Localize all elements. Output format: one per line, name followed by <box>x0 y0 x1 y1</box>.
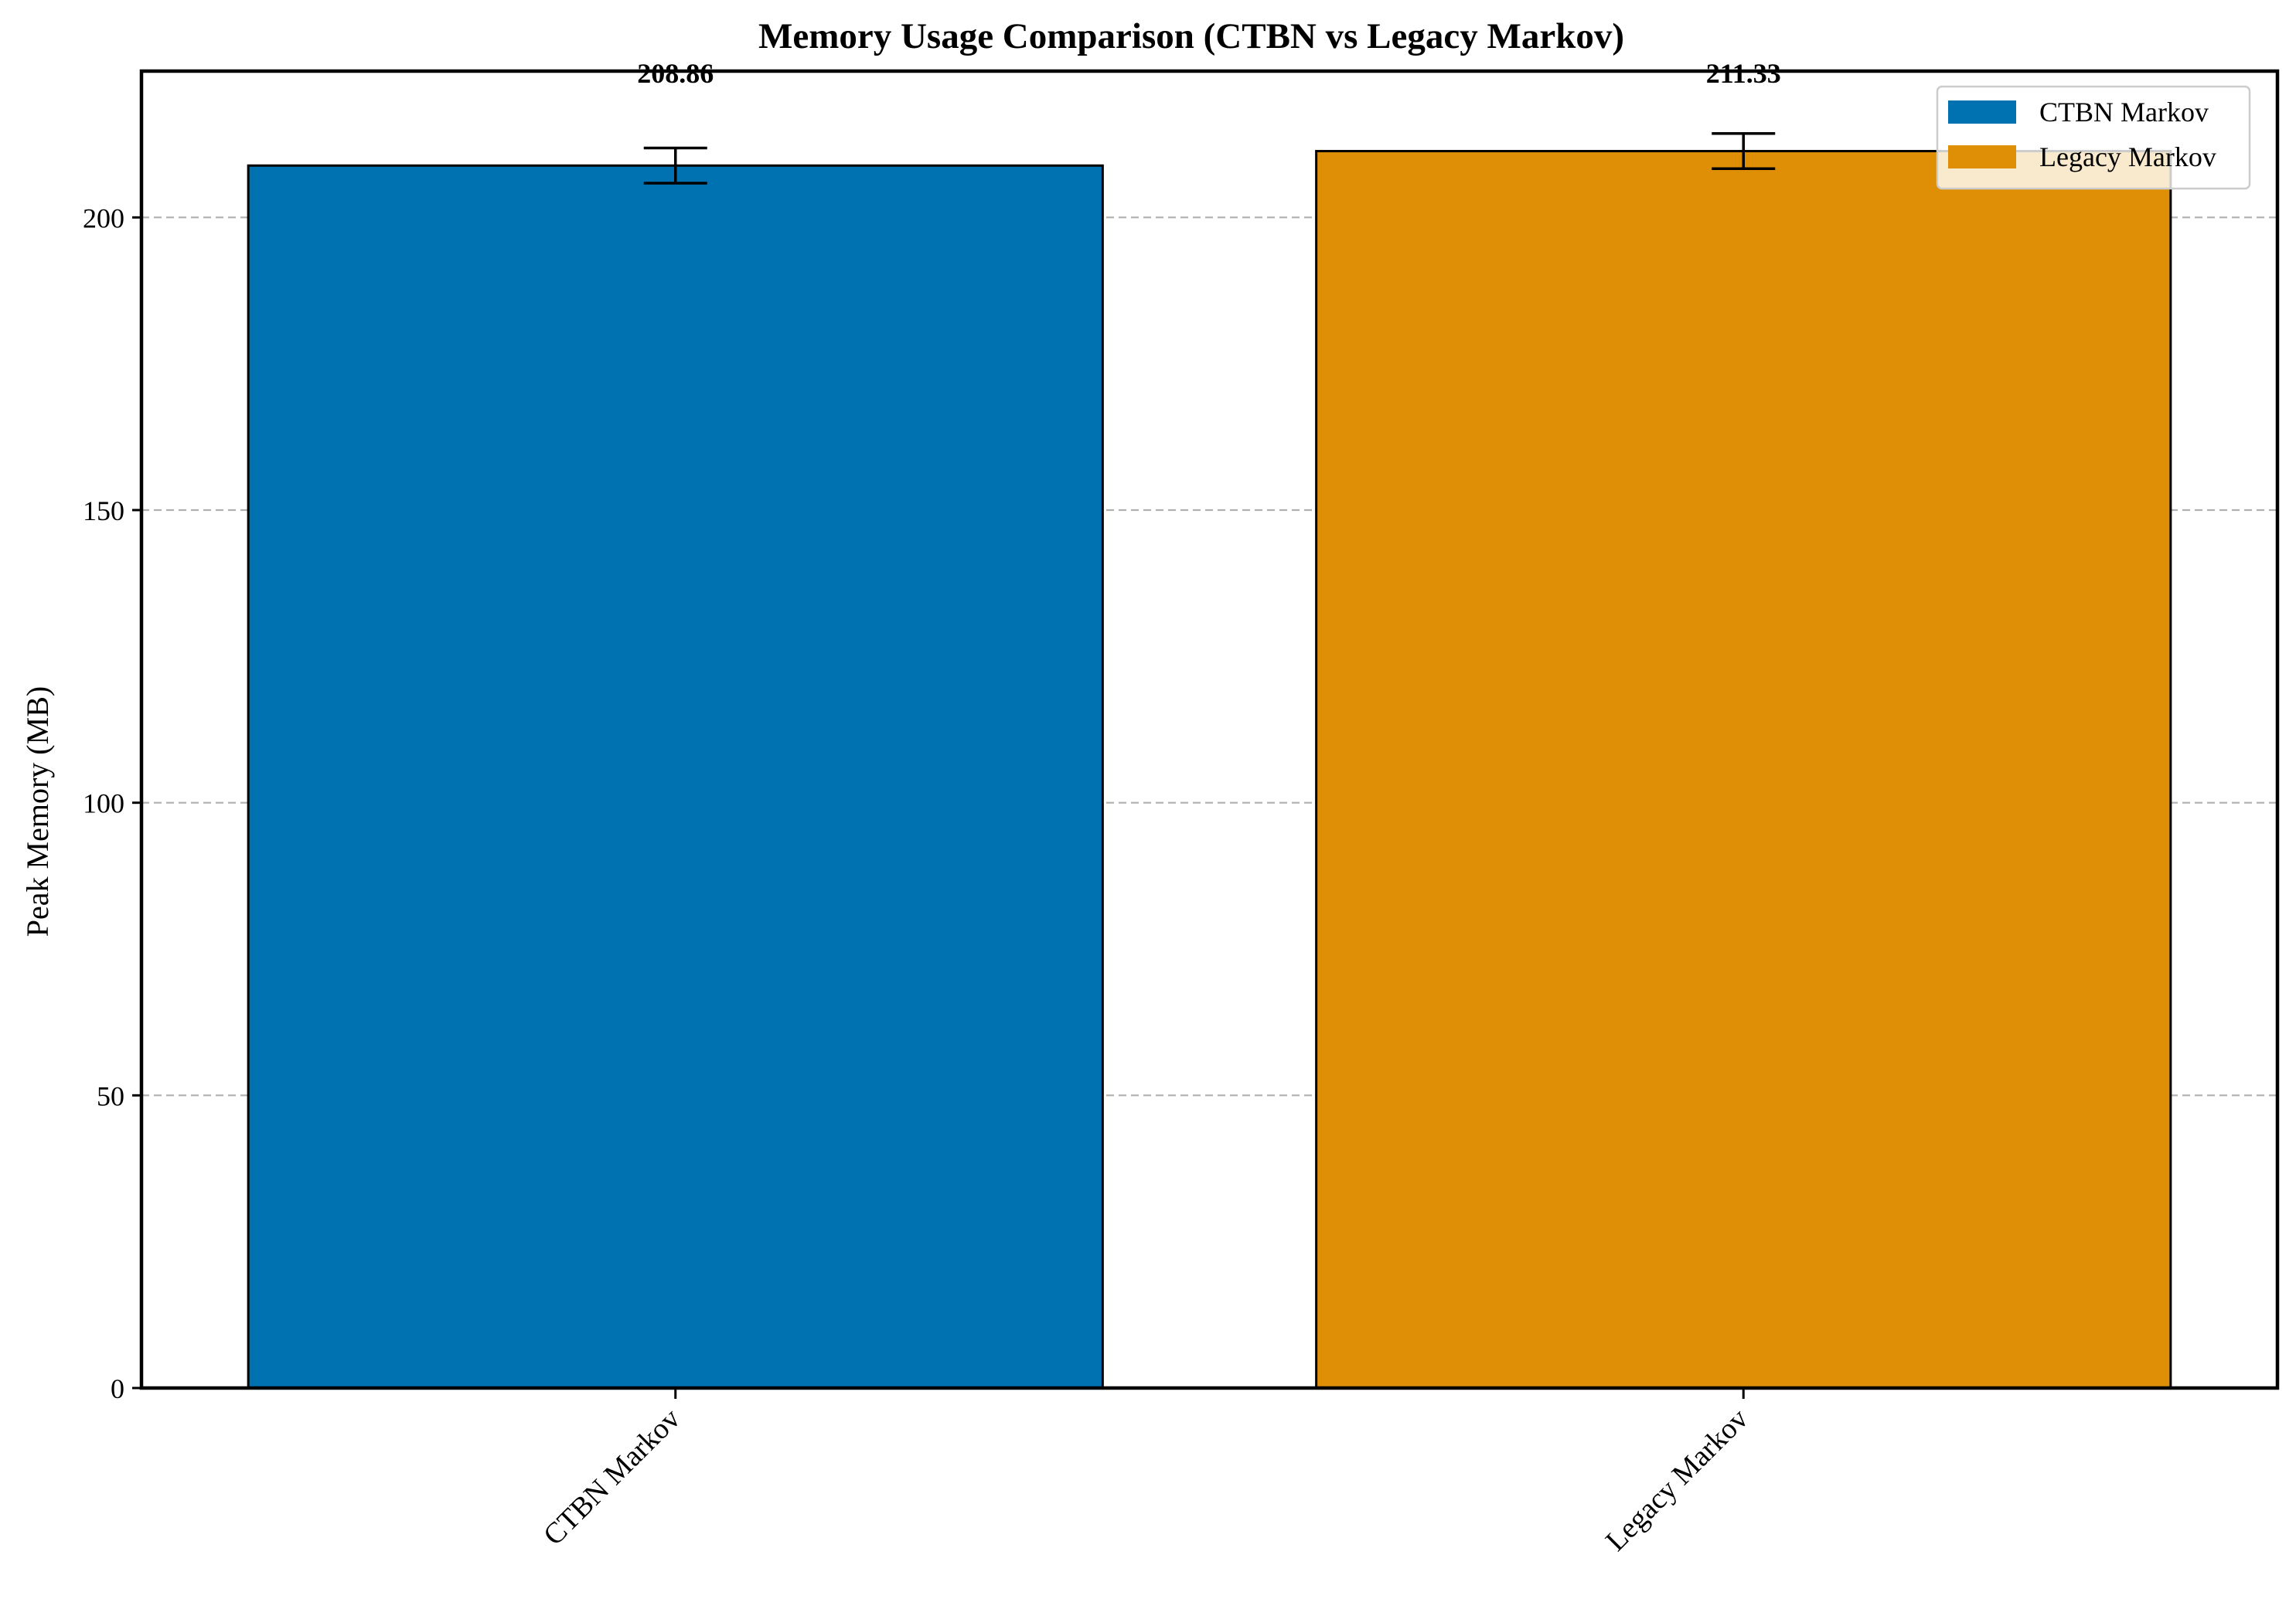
error-bar <box>1712 132 1776 170</box>
y-axis-ticks: 0 50 100 150 200 <box>83 202 141 1404</box>
plot-frame <box>139 69 2280 1390</box>
legend: CTBN Markov Legacy Markov <box>1936 85 2251 190</box>
value-label: 208.86 <box>637 58 714 89</box>
value-labels: 208.86 211.33 <box>637 58 1781 89</box>
chart-title: Memory Usage Comparison (CTBN vs Legacy … <box>758 16 1624 56</box>
error-bars <box>643 132 1776 185</box>
y-tick-label: 100 <box>83 788 124 819</box>
legend-label: Legacy Markov <box>2039 141 2216 172</box>
gridlines <box>141 216 2277 1097</box>
error-bar <box>643 146 707 185</box>
legend-label: CTBN Markov <box>2039 97 2209 128</box>
y-tick-label: 150 <box>83 495 124 526</box>
y-axis-label: Peak Memory (MB) <box>20 686 55 937</box>
bar-ctbn-markov <box>247 164 1104 1390</box>
y-tick-label: 200 <box>83 202 124 233</box>
legend-swatch <box>1948 100 2016 124</box>
legend-swatch <box>1948 145 2016 168</box>
value-label: 211.33 <box>1706 58 1781 89</box>
bar-legacy-markov <box>1315 150 2172 1390</box>
y-tick-label: 0 <box>111 1373 124 1404</box>
y-tick-label: 50 <box>97 1080 124 1111</box>
